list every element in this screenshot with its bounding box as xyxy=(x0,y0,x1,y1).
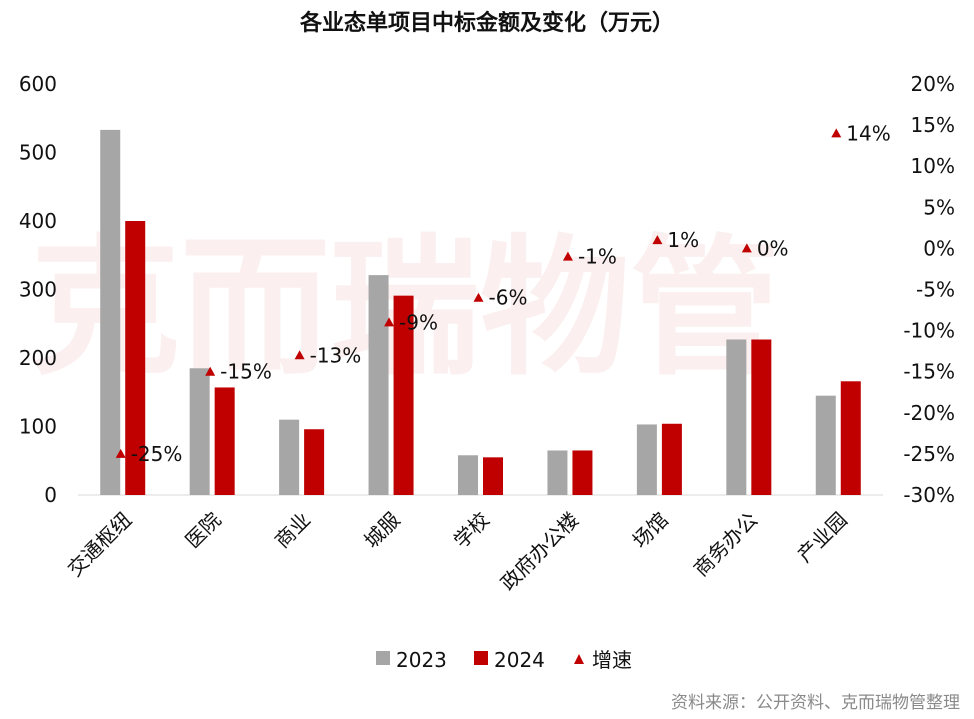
y-left-tick-label: 0 xyxy=(44,483,57,507)
bar-2024 xyxy=(214,387,235,495)
y-left-tick-label: 200 xyxy=(19,346,57,370)
bar-2023 xyxy=(368,275,389,495)
y-left-tick-label: 300 xyxy=(19,278,57,302)
legend-label: 2023 xyxy=(396,648,447,672)
growth-marker xyxy=(831,128,842,138)
category-label: 医院 xyxy=(180,508,225,553)
category-label: 交通枢纽 xyxy=(63,508,137,582)
category-label: 产业园 xyxy=(792,508,851,567)
chart-title: 各业态单项目中标金额及变化（万元） xyxy=(299,10,674,36)
bar-2024 xyxy=(840,381,861,495)
category-label: 场馆 xyxy=(628,508,673,553)
bar-2024 xyxy=(661,423,682,495)
y-right-tick-label: 0% xyxy=(923,236,955,260)
growth-label: -25% xyxy=(131,442,183,466)
legend-label: 增速 xyxy=(592,648,632,672)
legend-swatch-2023 xyxy=(376,651,390,665)
growth-marker xyxy=(562,251,573,261)
growth-marker xyxy=(294,350,305,360)
y-left-tick-label: 100 xyxy=(19,415,57,439)
y-right-tick-label: -25% xyxy=(903,442,955,466)
category-label: 学校 xyxy=(449,508,494,553)
growth-label: -6% xyxy=(489,286,528,310)
bars xyxy=(100,129,861,495)
legend-swatch-marker xyxy=(574,654,584,664)
source-note: 资料来源：公开资料、克而瑞物管整理 xyxy=(671,693,960,713)
bar-2023 xyxy=(636,424,657,495)
bar-2023 xyxy=(100,129,121,495)
bar-2024 xyxy=(751,339,772,495)
growth-marker xyxy=(205,366,216,376)
growth-label: 14% xyxy=(846,121,890,145)
growth-label: 1% xyxy=(667,228,699,252)
y-right-tick-label: -10% xyxy=(903,319,955,343)
growth-marker xyxy=(473,292,484,302)
growth-marker xyxy=(115,448,126,458)
growth-label: -9% xyxy=(399,310,438,334)
y-right-tick-label: 10% xyxy=(911,154,955,178)
growth-label: 0% xyxy=(757,236,789,260)
y-right-tick-label: -15% xyxy=(903,360,955,384)
growth-label: -13% xyxy=(310,343,362,367)
markers: -25% -15% -13% -9% -6% -1% 1% 0% 14% xyxy=(115,121,891,466)
bar-2023 xyxy=(279,419,300,495)
growth-marker xyxy=(741,243,752,253)
bar-2024 xyxy=(304,429,325,495)
bar-2023 xyxy=(726,339,747,495)
y-right-tick-label: -30% xyxy=(903,483,955,507)
category-label: 政府办公楼 xyxy=(496,508,584,596)
y-right-tick-label: 20% xyxy=(911,72,955,96)
bar-2023 xyxy=(189,368,210,495)
y-left-tick-label: 500 xyxy=(19,141,57,165)
bar-2024 xyxy=(483,457,503,495)
bar-2023 xyxy=(815,395,836,495)
category-label: 商务办公 xyxy=(689,508,763,582)
bar-2023 xyxy=(547,450,568,495)
y-right-tick-label: -5% xyxy=(916,278,955,302)
bar-2024 xyxy=(572,450,593,495)
y-right-tick-label: 5% xyxy=(923,195,955,219)
bar-2024 xyxy=(125,221,146,495)
y-left-tick-label: 400 xyxy=(19,209,57,233)
category-label: 商业 xyxy=(270,508,315,553)
bar-2023 xyxy=(458,455,478,495)
growth-label: -15% xyxy=(220,360,272,384)
legend: 2023 2024 增速 xyxy=(376,648,632,672)
bar-2024 xyxy=(393,295,414,495)
y-right-tick-label: -20% xyxy=(903,401,955,425)
legend-swatch-2024 xyxy=(474,651,488,665)
legend-label: 2024 xyxy=(494,648,545,672)
y-left-tick-label: 600 xyxy=(19,72,57,96)
y-right-tick-label: 15% xyxy=(911,113,955,137)
growth-marker xyxy=(384,317,395,327)
growth-marker xyxy=(652,235,663,245)
growth-label: -1% xyxy=(578,245,617,269)
category-label: 城服 xyxy=(359,508,404,553)
